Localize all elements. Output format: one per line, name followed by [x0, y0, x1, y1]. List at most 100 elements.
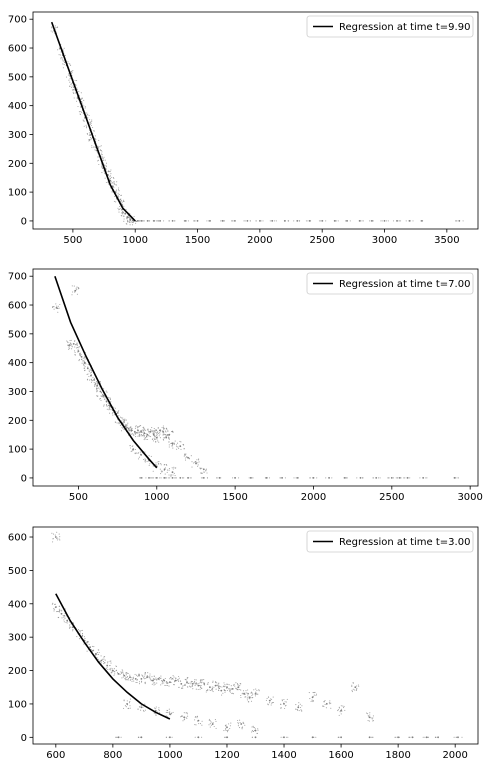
scatter-point: [81, 629, 83, 631]
scatter-point: [194, 724, 196, 726]
scatter-point: [171, 220, 174, 222]
scatter-point: [126, 427, 128, 429]
scatter-point: [197, 462, 199, 464]
scatter-point: [72, 291, 74, 293]
scatter-point: [93, 379, 95, 381]
scatter-point: [65, 76, 68, 78]
scatter-point: [126, 424, 128, 426]
scatter-point: [227, 729, 230, 731]
scatter-point: [123, 421, 125, 423]
scatter-point: [69, 63, 71, 65]
scatter-point: [89, 121, 91, 123]
scatter-point: [163, 426, 165, 429]
scatter-point: [152, 682, 154, 684]
scatter-point: [269, 702, 271, 704]
scatter-point: [172, 675, 174, 677]
scatter-point: [358, 685, 360, 687]
scatter-point: [156, 436, 158, 438]
scatter-point: [137, 431, 139, 433]
scatter-point: [129, 220, 131, 222]
scatter-point: [168, 441, 170, 443]
scatter-point: [248, 697, 250, 699]
scatter-point: [109, 397, 111, 399]
scatter-point: [68, 621, 70, 623]
scatter-point: [387, 220, 389, 222]
scatter-point: [98, 660, 101, 662]
scatter-cloud: [51, 531, 463, 738]
scatter-point: [138, 673, 140, 675]
scatter-point: [229, 689, 231, 691]
y-tick-label: 500: [8, 72, 27, 83]
scatter-point: [400, 477, 402, 479]
scatter-point: [73, 89, 75, 91]
scatter-point: [78, 91, 80, 93]
scatter-point: [193, 682, 195, 684]
scatter-point: [226, 726, 228, 729]
scatter-point: [310, 700, 312, 703]
scatter-point: [138, 456, 140, 458]
scatter-point: [173, 443, 175, 446]
scatter-point: [161, 683, 163, 685]
scatter-point: [160, 430, 162, 432]
scatter-point: [123, 199, 125, 201]
scatter-point: [84, 638, 86, 640]
scatter-point: [78, 346, 80, 348]
scatter-point: [131, 433, 134, 435]
scatter-point: [117, 192, 119, 194]
scatter-point: [230, 685, 232, 687]
y-tick-label: 500: [8, 566, 27, 577]
scatter-point: [155, 677, 157, 679]
scatter-point: [71, 343, 73, 345]
scatter-point: [186, 456, 188, 458]
scatter-point: [322, 705, 324, 707]
scatter-point: [284, 701, 286, 703]
scatter-point: [153, 220, 156, 222]
scatter-point: [160, 675, 162, 677]
scatter-point: [90, 134, 92, 136]
scatter-point: [240, 689, 242, 691]
scatter-point: [127, 708, 129, 710]
x-tick-label: 1200: [214, 750, 239, 761]
scatter-point: [164, 473, 166, 475]
scatter-point: [70, 344, 72, 346]
scatter-point: [109, 668, 111, 670]
scatter-point: [58, 48, 61, 50]
x-tick-label: 2500: [379, 492, 404, 503]
scatter-point: [299, 706, 302, 709]
scatter-point: [326, 702, 328, 704]
scatter-point: [188, 682, 190, 684]
scatter-point: [351, 685, 353, 687]
scatter-point: [150, 679, 153, 681]
scatter-point: [131, 680, 133, 682]
scatter-point: [308, 692, 310, 694]
scatter-point: [78, 360, 80, 362]
scatter-point: [81, 111, 83, 113]
scatter-point: [208, 724, 210, 726]
scatter-point: [191, 466, 193, 468]
scatter-point: [124, 678, 126, 680]
scatter-point: [237, 687, 239, 689]
scatter-point: [229, 691, 231, 693]
scatter-point: [84, 358, 86, 360]
scatter-point: [87, 378, 89, 380]
scatter-point: [179, 477, 182, 479]
scatter-point: [220, 689, 223, 692]
scatter-point: [213, 686, 215, 688]
scatter-point: [77, 349, 79, 351]
scatter-point: [152, 220, 154, 222]
scatter-point: [222, 692, 224, 694]
scatter-point: [199, 688, 201, 690]
scatter-point: [110, 173, 112, 175]
scatter-point: [53, 610, 55, 612]
scatter-point: [171, 471, 174, 474]
scatter-point: [102, 394, 104, 396]
scatter-point: [118, 195, 120, 198]
scatter-point: [390, 477, 393, 479]
scatter-point: [170, 676, 172, 678]
scatter-point: [343, 477, 346, 479]
scatter-point: [351, 684, 353, 686]
scatter-point: [91, 145, 93, 147]
scatter-point: [116, 671, 119, 673]
scatter-point: [318, 220, 320, 222]
scatter-point: [144, 672, 146, 675]
